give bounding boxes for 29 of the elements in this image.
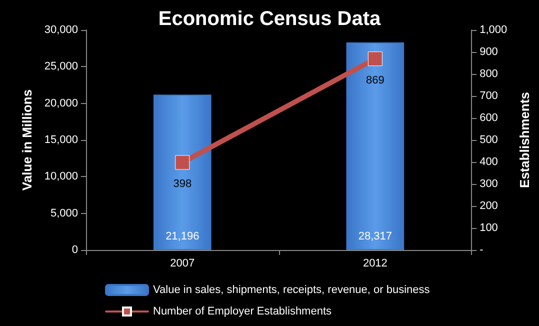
x-tick-label: 2007 — [170, 258, 195, 270]
data-label: 21,196 — [166, 230, 200, 242]
y2-tick-label: - — [480, 244, 484, 256]
y2-tick-label: 700 — [480, 90, 498, 102]
y2-tick-label: 1,000 — [480, 24, 508, 36]
chart-title: Economic Census Data — [158, 8, 382, 30]
y-tick-label: 25,000 — [44, 60, 78, 73]
y2-tick-label: 900 — [480, 46, 498, 58]
y2-tick-label: 800 — [480, 68, 498, 80]
x-tick-label: 2012 — [362, 258, 388, 270]
legend-label: Value in sales, shipments, receipts, revenue, or business — [153, 284, 430, 296]
y2-tick-label: 300 — [480, 178, 498, 190]
legend-label: Number of Employer Establishments — [153, 306, 332, 318]
y2-tick-label: 600 — [480, 112, 498, 124]
y-axis-title: Value in Millions — [19, 89, 34, 191]
y-tick-label: 10,000 — [44, 170, 78, 183]
y2-tick-label: 400 — [480, 156, 498, 168]
y-tick-label: 0 — [72, 244, 78, 256]
y-tick-label: 20,000 — [44, 97, 78, 110]
data-label: 398 — [173, 178, 192, 190]
y2-tick-label: 200 — [480, 200, 498, 212]
data-label: 28,317 — [358, 230, 392, 242]
data-label: 869 — [366, 74, 384, 87]
y-tick-label: 30,000 — [44, 24, 78, 36]
y2-tick-label: 500 — [480, 134, 498, 146]
y2-tick-label: 100 — [480, 222, 498, 234]
y-tick-label: 5,000 — [50, 207, 78, 220]
y-tick-label: 15,000 — [44, 134, 78, 146]
y2-axis-title: Establishments — [517, 92, 532, 188]
